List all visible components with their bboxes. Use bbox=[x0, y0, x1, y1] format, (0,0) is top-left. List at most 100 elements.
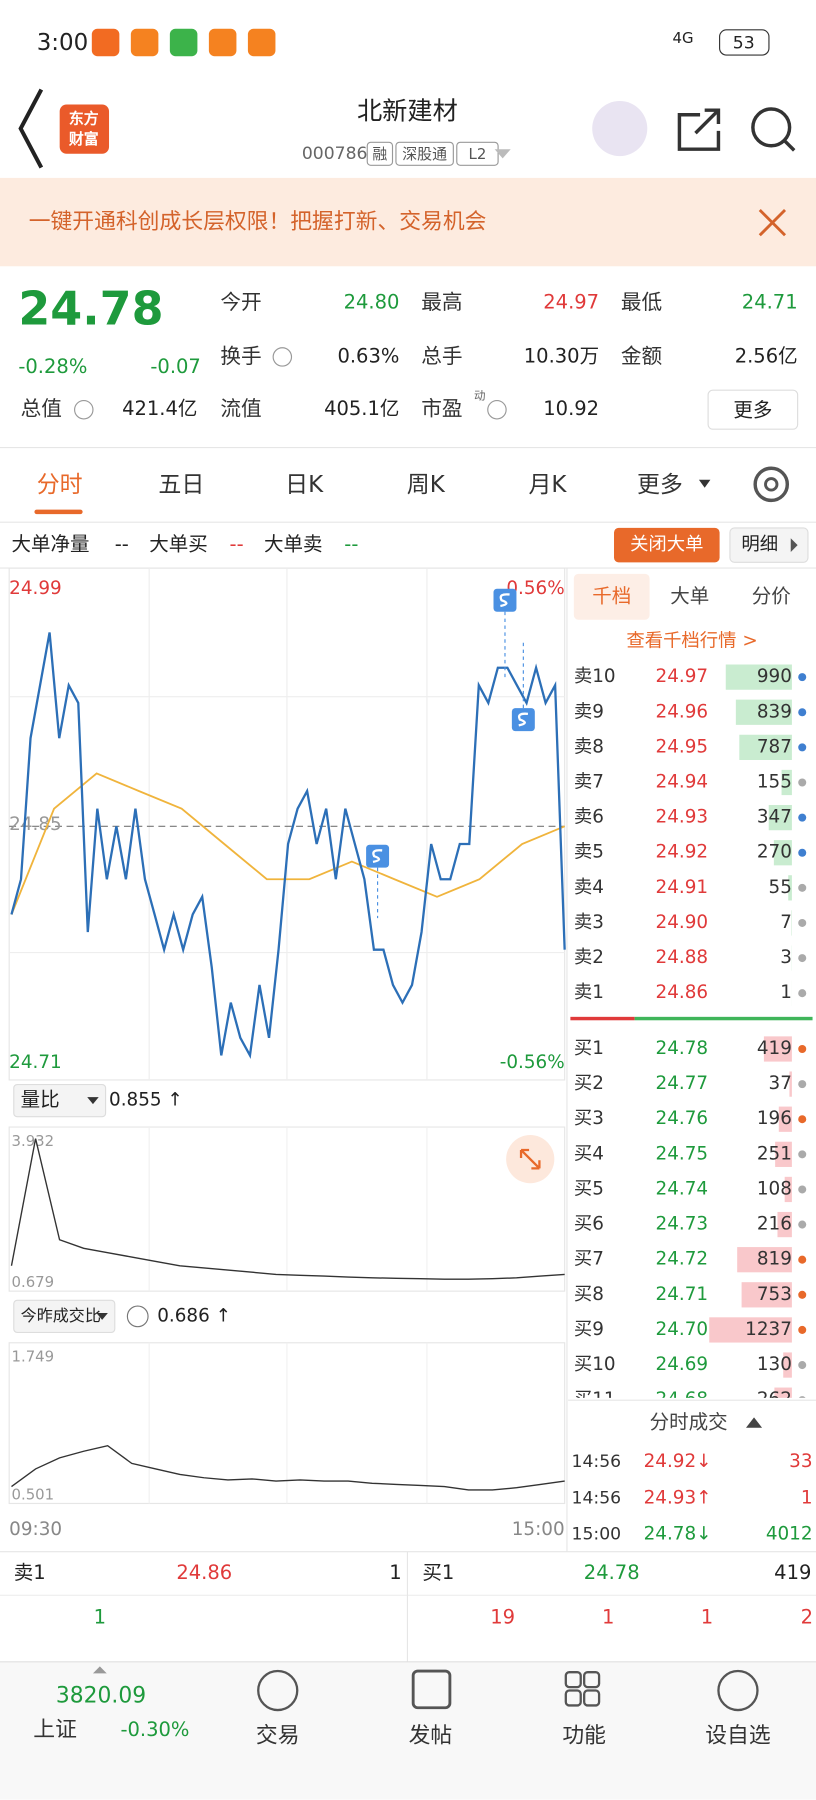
stock-tag: 融 bbox=[372, 145, 387, 163]
book-tab[interactable]: 分价 bbox=[752, 584, 791, 607]
nav-item[interactable]: 设自选 bbox=[705, 1723, 771, 1748]
info-icon[interactable] bbox=[74, 399, 94, 420]
level-volume: 262 bbox=[757, 1389, 792, 1410]
search-icon[interactable] bbox=[751, 107, 792, 148]
dropdown[interactable] bbox=[494, 149, 511, 159]
book-link[interactable]: 查看千档行情 > bbox=[626, 631, 757, 652]
book-tab[interactable]: 千档 bbox=[592, 584, 631, 607]
tab[interactable]: 五日 bbox=[158, 472, 204, 498]
close-big-order[interactable] bbox=[614, 527, 720, 563]
app-icon bbox=[169, 28, 198, 57]
index-value[interactable]: 3820.09 bbox=[56, 1683, 146, 1708]
nav-item[interactable]: 发帖 bbox=[409, 1723, 453, 1748]
level-price: 24.78 bbox=[656, 1038, 709, 1059]
tab[interactable]: 分时 bbox=[37, 472, 83, 498]
battery-level: 53 bbox=[733, 34, 755, 54]
stock-code: 000786 bbox=[302, 144, 368, 164]
indicator-select[interactable] bbox=[13, 1083, 107, 1118]
index-caret bbox=[92, 1666, 107, 1674]
tab[interactable]: 日K bbox=[285, 472, 324, 498]
bid-queue: 1 bbox=[602, 1606, 614, 1629]
close-banner[interactable] bbox=[758, 209, 787, 237]
assistant-avatar[interactable] bbox=[592, 100, 648, 157]
x-start-label: 09:30 bbox=[9, 1519, 62, 1540]
help-icon[interactable] bbox=[126, 1305, 149, 1328]
field-value: 24.71 bbox=[742, 290, 798, 313]
tab[interactable]: 周K bbox=[407, 472, 446, 498]
level-volume: 251 bbox=[757, 1143, 792, 1164]
expand-glyph bbox=[519, 1148, 541, 1170]
bid-price: 24.78 bbox=[584, 1561, 640, 1584]
level-label: 买6 bbox=[574, 1214, 604, 1235]
level-label: 买5 bbox=[574, 1178, 604, 1199]
book-tab-active bbox=[573, 573, 650, 620]
change: -0.07 bbox=[150, 355, 200, 378]
stock-name: 北新建材 bbox=[357, 96, 458, 125]
field-label: 总值 bbox=[21, 397, 62, 421]
ask-queue: 1 bbox=[94, 1606, 106, 1629]
info-icon[interactable] bbox=[272, 347, 293, 367]
level-price: 24.74 bbox=[656, 1178, 709, 1199]
y-max-label: 24.99 bbox=[9, 578, 62, 599]
more-button[interactable] bbox=[707, 389, 799, 430]
tab[interactable]: 月K bbox=[528, 472, 567, 498]
info-icon[interactable] bbox=[487, 399, 507, 420]
level-label: 买2 bbox=[574, 1073, 604, 1094]
trade-volume: 1 bbox=[801, 1487, 813, 1508]
trade-signal-glyph bbox=[372, 849, 383, 864]
detail-button[interactable] bbox=[729, 527, 809, 563]
field-value: 10.30万 bbox=[524, 344, 599, 367]
status-time: 3:00 bbox=[37, 30, 89, 56]
field-label: 金额 bbox=[621, 344, 663, 368]
app-icon bbox=[130, 28, 159, 57]
book-tab[interactable]: 大单 bbox=[670, 584, 709, 607]
level-dot bbox=[798, 1044, 807, 1053]
field-value: 24.97 bbox=[543, 290, 599, 313]
indicator-select[interactable] bbox=[13, 1299, 116, 1334]
banner[interactable] bbox=[0, 177, 816, 267]
nav-item[interactable]: 功能 bbox=[562, 1723, 606, 1748]
level-dot bbox=[798, 848, 807, 857]
field-value: 405.1亿 bbox=[324, 397, 399, 420]
field-value: 421.4亿 bbox=[122, 397, 197, 420]
level-dot bbox=[798, 1080, 807, 1089]
level-volume: 216 bbox=[757, 1214, 792, 1235]
level-label: 卖6 bbox=[574, 807, 604, 828]
pe-mark: 动 bbox=[474, 388, 485, 402]
level-label: 买3 bbox=[574, 1108, 604, 1129]
change-pct: -0.28% bbox=[18, 355, 87, 378]
level-label: 卖4 bbox=[574, 877, 604, 898]
function-icon bbox=[564, 1689, 582, 1707]
trade-price: 24.92↓ bbox=[644, 1451, 712, 1472]
level-volume: 419 bbox=[757, 1038, 792, 1059]
volume-bar bbox=[773, 840, 792, 866]
index-name: 上证 bbox=[33, 1718, 77, 1743]
sub-min-label: 0.501 bbox=[11, 1485, 54, 1503]
level-label: 卖3 bbox=[574, 912, 604, 933]
field-label: 最高 bbox=[421, 290, 462, 314]
field-label: 总手 bbox=[421, 344, 462, 368]
level-price: 24.72 bbox=[656, 1249, 709, 1270]
volume-bar bbox=[735, 699, 792, 725]
level-dot bbox=[798, 708, 807, 717]
level-label: 买8 bbox=[574, 1284, 604, 1305]
volume-bar bbox=[778, 1106, 792, 1132]
spread-bar bbox=[634, 1016, 813, 1021]
back-button[interactable] bbox=[18, 88, 44, 169]
level-label: 卖7 bbox=[574, 771, 604, 792]
settings-icon[interactable] bbox=[753, 466, 790, 503]
stock-tag: 深股通 bbox=[402, 145, 447, 163]
big-order-value: -- bbox=[115, 533, 129, 556]
settings-icon-hole bbox=[764, 477, 779, 492]
level-price: 24.96 bbox=[656, 701, 709, 722]
volume-bar bbox=[781, 769, 792, 796]
nav-item[interactable]: 交易 bbox=[256, 1723, 300, 1748]
share-icon[interactable] bbox=[677, 108, 721, 151]
bid-queue: 19 bbox=[490, 1606, 515, 1629]
level-price: 24.77 bbox=[656, 1073, 709, 1094]
app-icon bbox=[91, 28, 120, 57]
tab[interactable]: 更多 bbox=[637, 472, 683, 498]
battery bbox=[719, 29, 770, 56]
level-label: 买10 bbox=[574, 1354, 616, 1375]
